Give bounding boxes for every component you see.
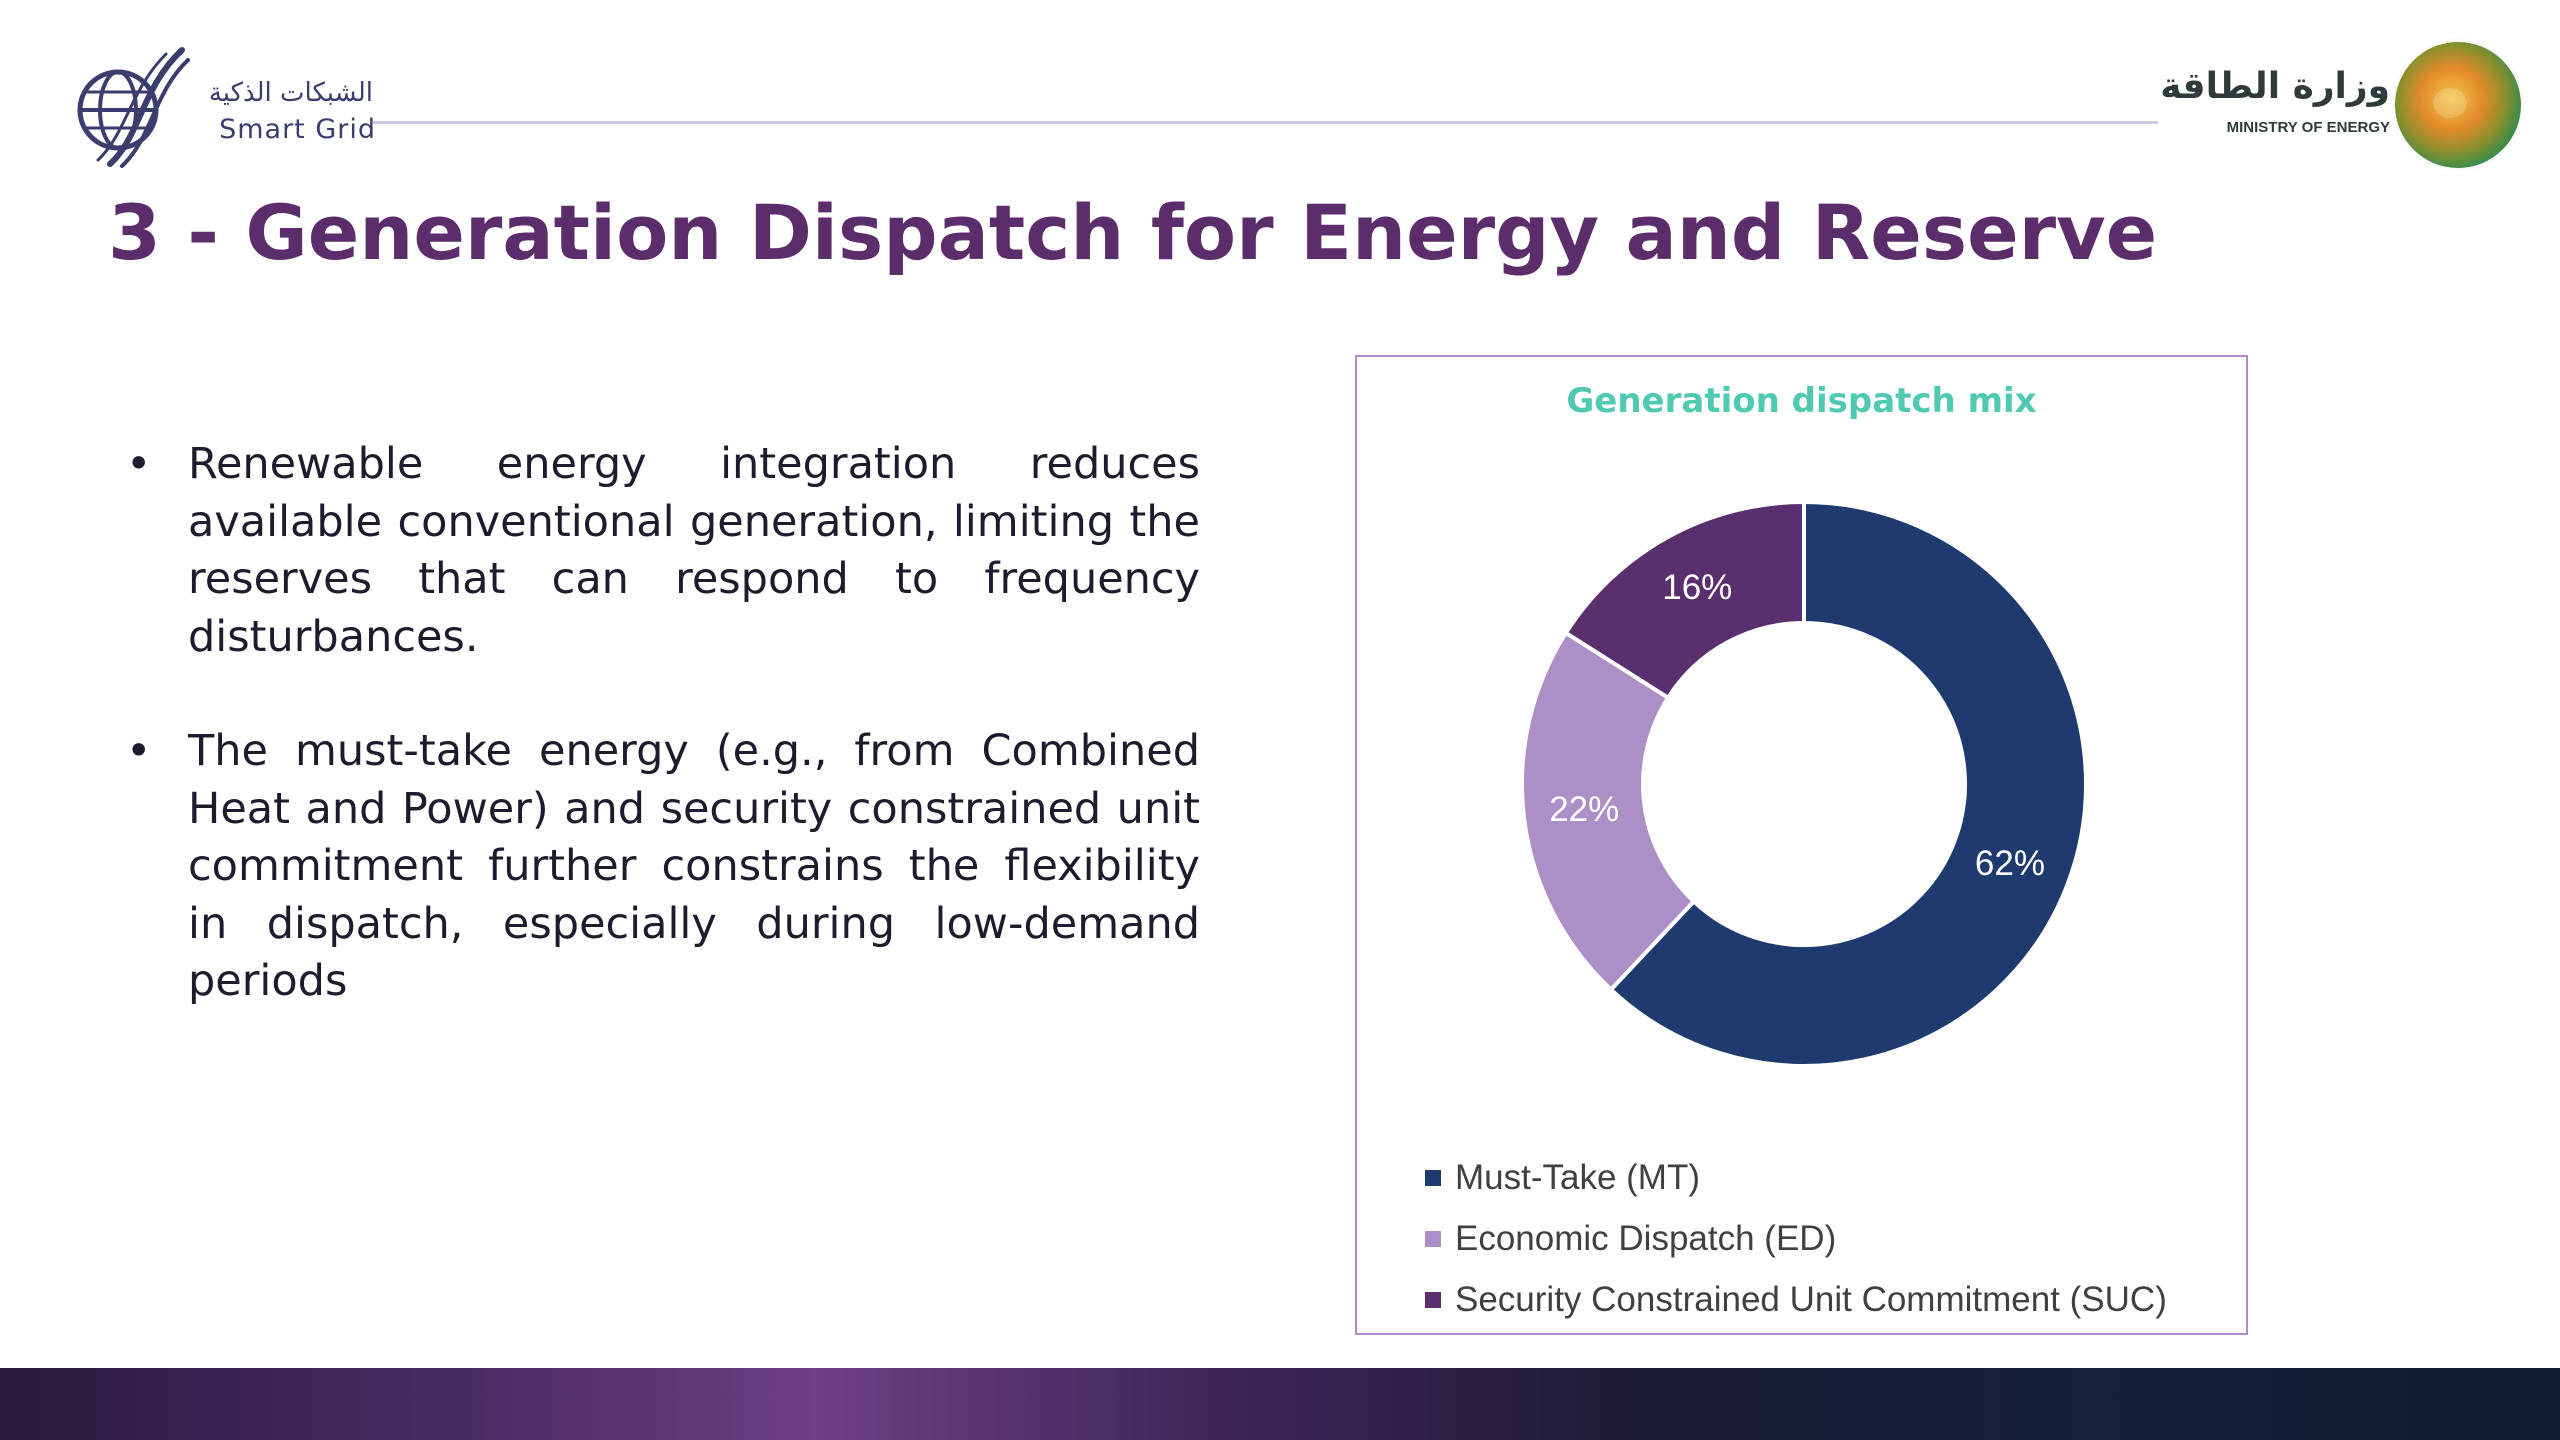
footer-band: [0, 1368, 2560, 1440]
ministry-logo-arabic: وزارة الطاقة: [2160, 66, 2390, 107]
bullet-list: • Renewable energy integration reduces a…: [120, 436, 1200, 1068]
legend-label: Must-Take (MT): [1455, 1158, 1700, 1197]
chart-legend: Must-Take (MT) Economic Dispatch (ED) Se…: [1425, 1147, 2167, 1330]
legend-label: Security Constrained Unit Commitment (SU…: [1455, 1280, 2167, 1319]
legend-item: Security Constrained Unit Commitment (SU…: [1425, 1269, 2167, 1330]
legend-item: Economic Dispatch (ED): [1425, 1208, 2167, 1269]
bullet-text: The must-take energy (e.g., from Combine…: [188, 726, 1200, 1006]
bullet-item: • The must-take energy (e.g., from Combi…: [120, 723, 1200, 1011]
slide-title: 3 - Generation Dispatch for Energy and R…: [108, 188, 2158, 277]
smart-grid-globe-icon: [77, 47, 190, 168]
smart-grid-logo: الشبكات الذكية Smart Grid: [70, 42, 375, 172]
chart-panel: Generation dispatch mix 62% 22% 16% Must-T…: [1355, 355, 2248, 1335]
donut-data-label-must-take: 62%: [1975, 844, 2045, 883]
smart-grid-logo-arabic: الشبكات الذكية: [208, 78, 373, 108]
bullet-marker: •: [126, 726, 152, 776]
bullet-marker: •: [126, 439, 152, 489]
donut-slice-security-constrained-unit-commitment: [1563, 499, 1806, 701]
donut-slice-economic-dispatch: [1520, 630, 1697, 993]
ministry-emblem-icon: [2395, 42, 2521, 168]
ministry-of-energy-logo: وزارة الطاقة MINISTRY OF ENERGY: [2160, 42, 2525, 182]
legend-swatch: [1425, 1231, 1441, 1247]
chart-title: Generation dispatch mix: [1566, 381, 2037, 421]
legend-item: Must-Take (MT): [1425, 1147, 2167, 1208]
smart-grid-logo-english: Smart Grid: [219, 114, 376, 145]
donut-slice-must-take: [1608, 499, 2088, 1068]
donut-data-label-economic-dispatch: 22%: [1549, 790, 1619, 829]
legend-swatch: [1425, 1170, 1441, 1186]
header-divider: [373, 121, 2158, 124]
bullet-item: • Renewable energy integration reduces a…: [120, 436, 1200, 666]
bullet-text: Renewable energy integration reduces ava…: [188, 439, 1200, 662]
donut-chart: 62% 22% 16%: [1520, 499, 2088, 1068]
donut-data-label-security-constrained-unit-commitment: 16%: [1662, 568, 1732, 607]
ministry-logo-english: MINISTRY OF ENERGY: [2226, 119, 2390, 136]
legend-label: Economic Dispatch (ED): [1455, 1219, 1837, 1258]
legend-swatch: [1425, 1292, 1441, 1308]
